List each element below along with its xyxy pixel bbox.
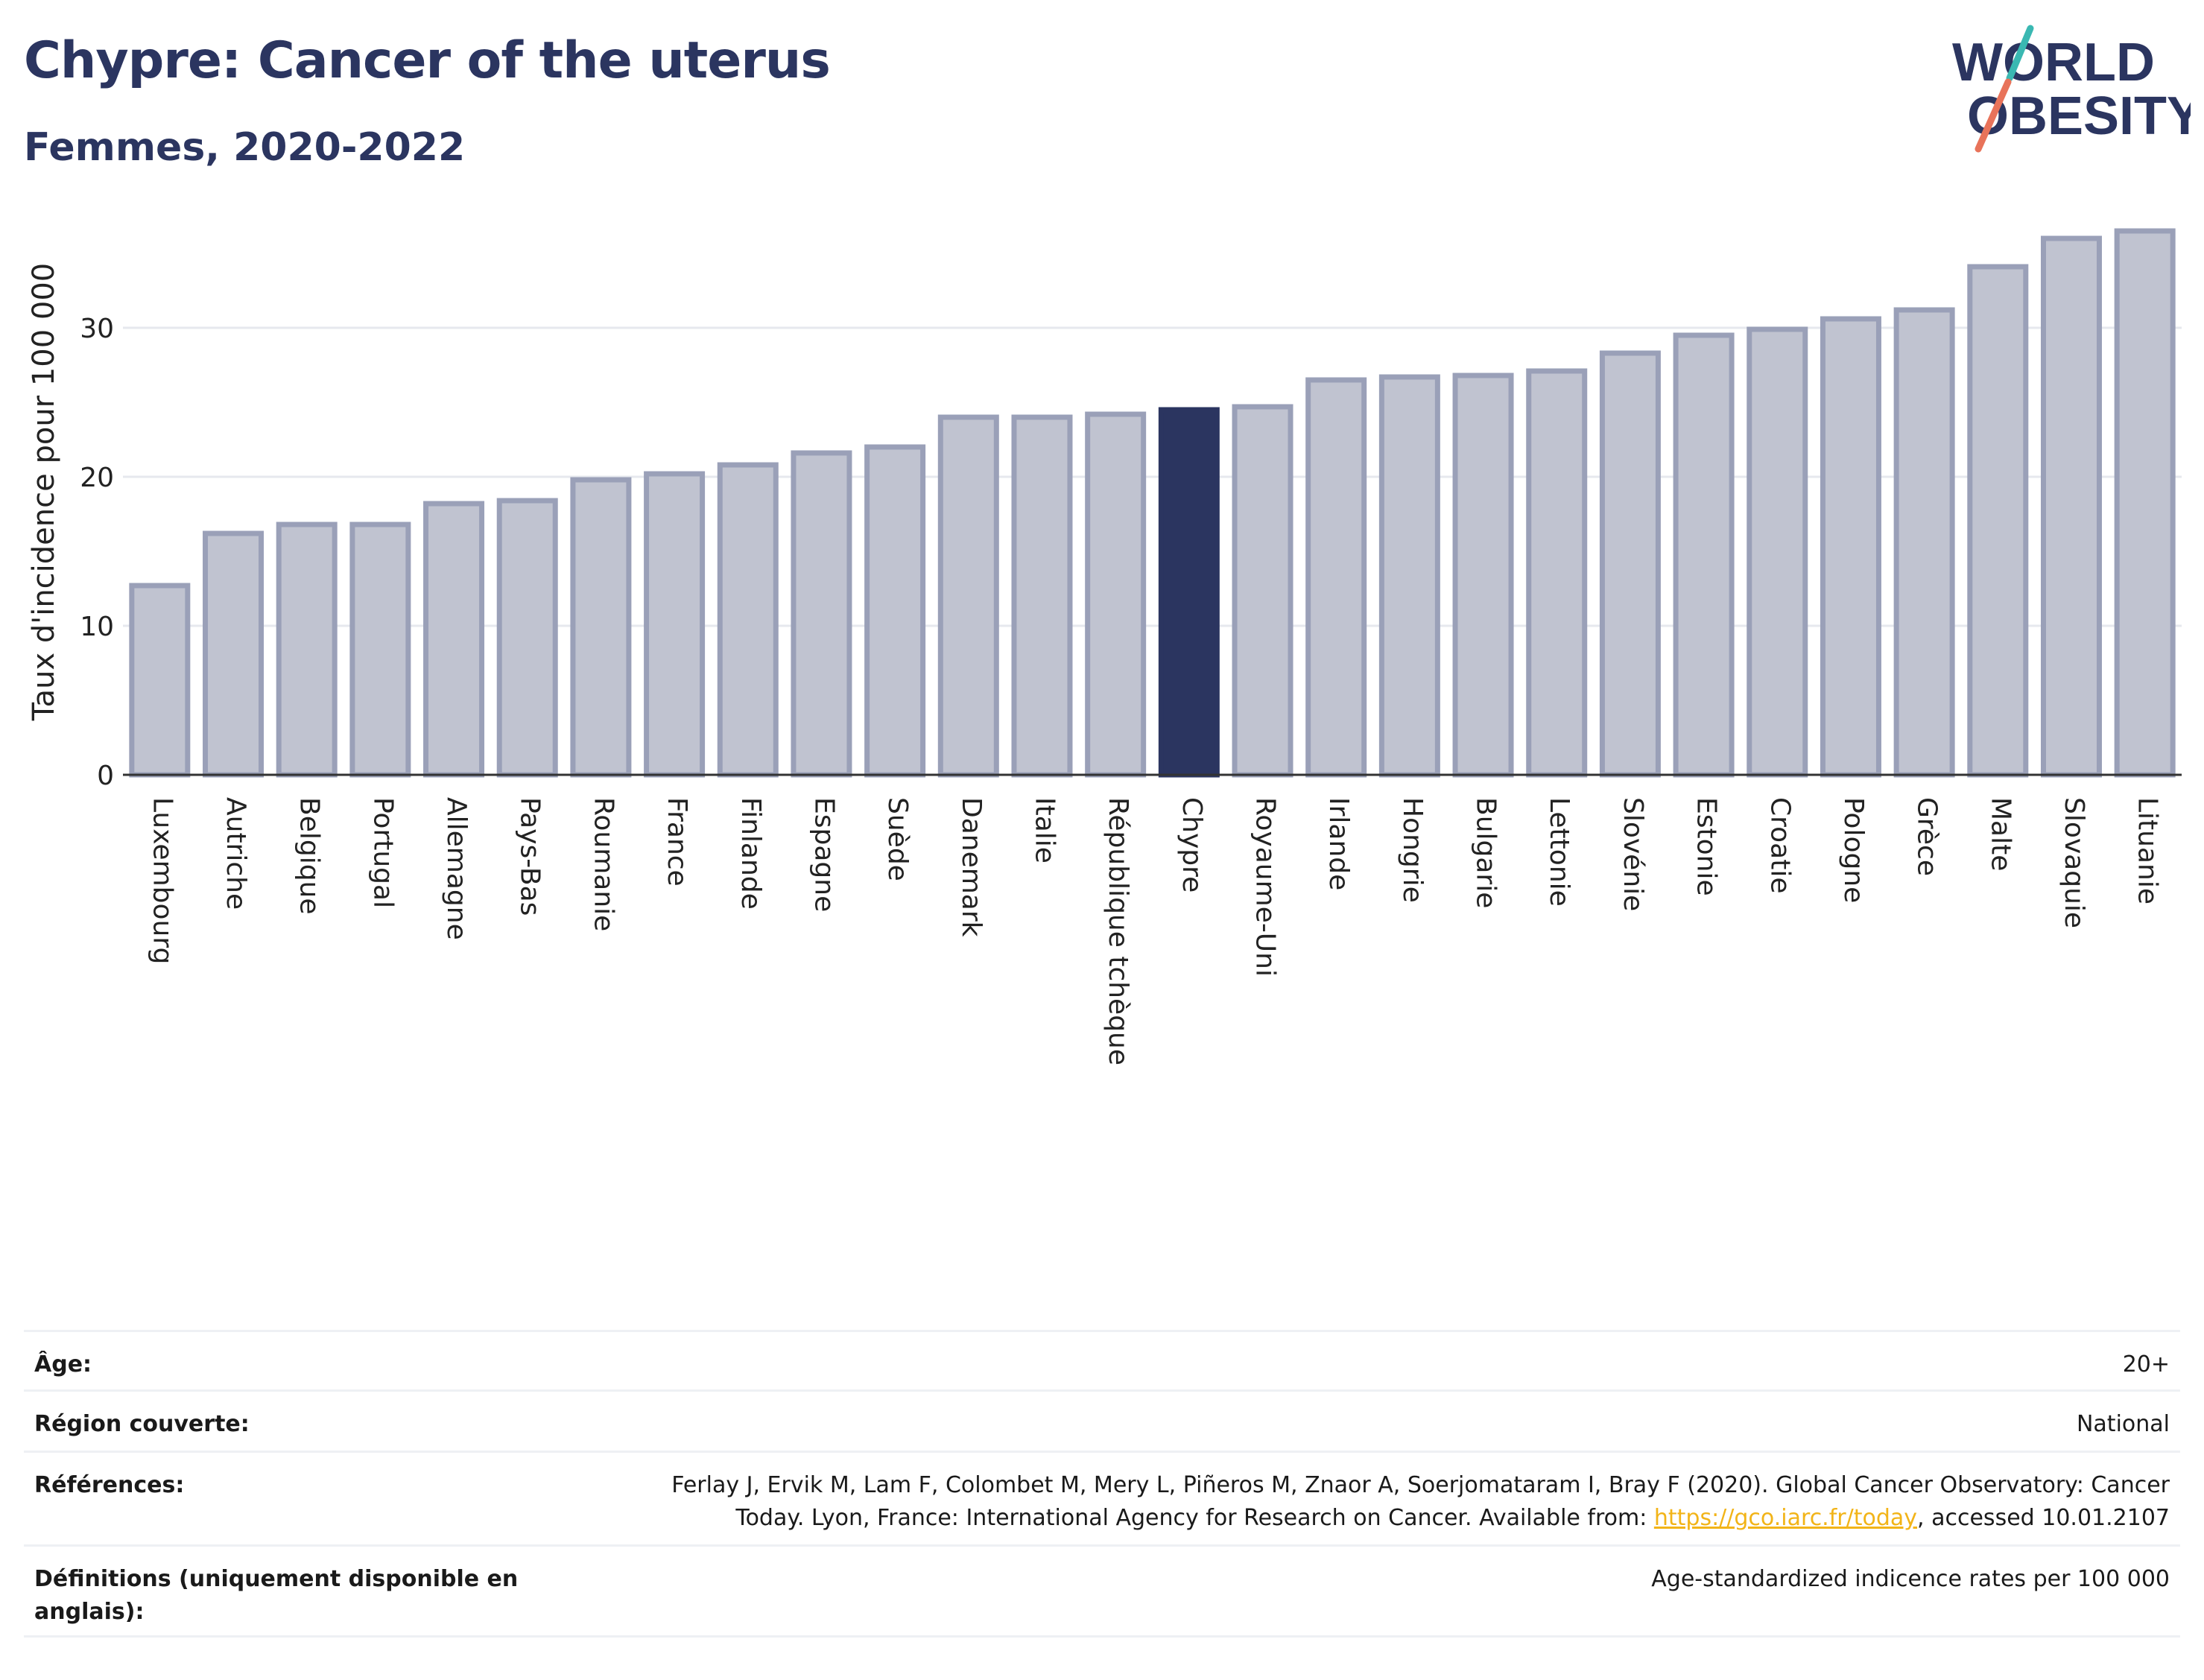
x-tick-label: Bulgarie: [1471, 797, 1501, 908]
references-text-1: Ferlay J, Ervik M, Lam F, Colombet M, Me…: [671, 1472, 2170, 1498]
bar-roumanie: [570, 477, 632, 778]
x-tick-label: Hongrie: [1397, 797, 1428, 903]
x-tick-label: Belgique: [294, 797, 325, 915]
x-tick-label: France: [662, 797, 692, 887]
bar-hongrie: [1378, 374, 1440, 778]
bar-royaume-uni: [1232, 404, 1293, 778]
bar-r-publique-tch-que: [1085, 411, 1147, 778]
world-obesity-logo: WORLD OBESITY: [1952, 25, 2191, 153]
x-tick-label: Roumanie: [588, 797, 618, 931]
info-row-references: Références: Ferlay J, Ervik M, Lam F, Co…: [24, 1451, 2180, 1544]
references-link[interactable]: https://gco.iarc.fr/today: [1653, 1505, 1918, 1531]
bar-croatie: [1747, 326, 1808, 778]
region-value: National: [2076, 1411, 2170, 1437]
bar-luxembourg: [129, 583, 191, 778]
y-tick-label: 20: [80, 463, 114, 493]
x-tick-label: Royaume-Uni: [1250, 797, 1281, 977]
bar-france: [644, 471, 706, 778]
x-tick-label: Irlande: [1323, 797, 1354, 890]
bar-lituanie: [2114, 228, 2176, 778]
info-row-definitions: Définitions (uniquement disponible en an…: [24, 1544, 2180, 1638]
x-tick-label: Chypre: [1177, 797, 1207, 893]
x-tick-label: Portugal: [367, 797, 398, 908]
logo-line1: WORLD: [1952, 33, 2155, 92]
x-tick-label: Croatie: [1764, 797, 1795, 894]
y-tick-label: 30: [80, 314, 114, 344]
logo-slash-bottom: [1975, 78, 2012, 153]
bar-malte: [1967, 264, 2029, 778]
bar-su-de: [864, 444, 926, 778]
x-tick-label: Grèce: [1912, 797, 1942, 876]
x-tick-labels: Luxembourg Autriche Belgique Portugal Allema…: [147, 797, 2162, 1065]
bars: [129, 228, 2176, 778]
bar-allemagne: [423, 501, 485, 778]
bar-autriche: [203, 530, 265, 778]
x-tick-label: Luxembourg: [147, 797, 177, 964]
bar-portugal: [349, 522, 411, 778]
bar-lettonie: [1526, 368, 1588, 778]
x-tick-label: Allemagne: [441, 797, 472, 940]
y-tick-label: 0: [97, 761, 114, 791]
bar-pologne: [1820, 316, 1881, 778]
age-label: Âge:: [34, 1351, 92, 1378]
bar-pays-bas: [496, 498, 558, 778]
x-tick-label: Pologne: [1838, 797, 1869, 903]
x-tick-label: Estonie: [1691, 797, 1722, 896]
x-tick-label: Pays-Bas: [515, 797, 545, 916]
bar-chypre: [1158, 407, 1220, 778]
bar-danemark: [937, 414, 999, 778]
references-value: Ferlay J, Ervik M, Lam F, Colombet M, Me…: [556, 1469, 2170, 1531]
bar-irlande: [1305, 377, 1367, 778]
definitions-value: Age-standardized indicence rates per 100…: [1651, 1566, 2170, 1592]
x-tick-label: Danemark: [956, 797, 987, 937]
x-tick-label: République tchèque: [1103, 797, 1133, 1065]
bar-estonie: [1673, 332, 1735, 778]
references-text-3: , accessed 10.01.2107: [1917, 1505, 2170, 1531]
chart-title: Chypre: Cancer of the uterus: [24, 31, 831, 90]
x-tick-label: Suède: [882, 797, 913, 881]
references-label: Références:: [34, 1472, 185, 1498]
x-tick-label: Autriche: [221, 797, 251, 910]
x-tick-label: Espagne: [808, 797, 839, 912]
bar-italie: [1011, 414, 1073, 778]
y-axis-label: Taux d'incidence pour 100 000: [27, 263, 61, 721]
bar-slovaquie: [2040, 235, 2102, 778]
bar-espagne: [791, 450, 852, 778]
x-tick-label: Slovénie: [1618, 797, 1648, 911]
y-tick-label: 10: [80, 612, 114, 642]
info-row-age: Âge: 20+: [24, 1330, 2180, 1389]
logo-slash-top: [2006, 25, 2034, 82]
definitions-label: Définitions (uniquement disponible en an…: [34, 1566, 519, 1625]
y-tick-labels: 0 10 20 30: [80, 314, 114, 791]
x-tick-label: Finlande: [735, 797, 766, 910]
x-tick-label: Lettonie: [1544, 797, 1574, 907]
references-text-2: Today. Lyon, France: International Agenc…: [735, 1505, 1654, 1531]
age-value: 20+: [2122, 1351, 2170, 1378]
bar-gr-ce: [1893, 307, 1955, 778]
bar-bulgarie: [1452, 373, 1514, 778]
x-tick-label: Lituanie: [2132, 797, 2163, 904]
info-table: Âge: 20+ Région couverte: National Référ…: [24, 1330, 2180, 1638]
info-row-region: Région couverte: National: [24, 1389, 2180, 1451]
bar-belgique: [276, 522, 338, 778]
region-label: Région couverte:: [34, 1411, 250, 1437]
x-tick-label: Slovaquie: [2059, 797, 2089, 928]
bar-slov-nie: [1599, 350, 1661, 778]
bar-chart: 0 10 20 30 Luxembourg Autriche Belgique Portug…: [27, 228, 2182, 1065]
x-tick-label: Italie: [1029, 797, 1060, 863]
x-tick-label: Malte: [1985, 797, 2015, 871]
chart-subtitle: Femmes, 2020-2022: [24, 125, 466, 170]
bar-finlande: [717, 462, 779, 778]
